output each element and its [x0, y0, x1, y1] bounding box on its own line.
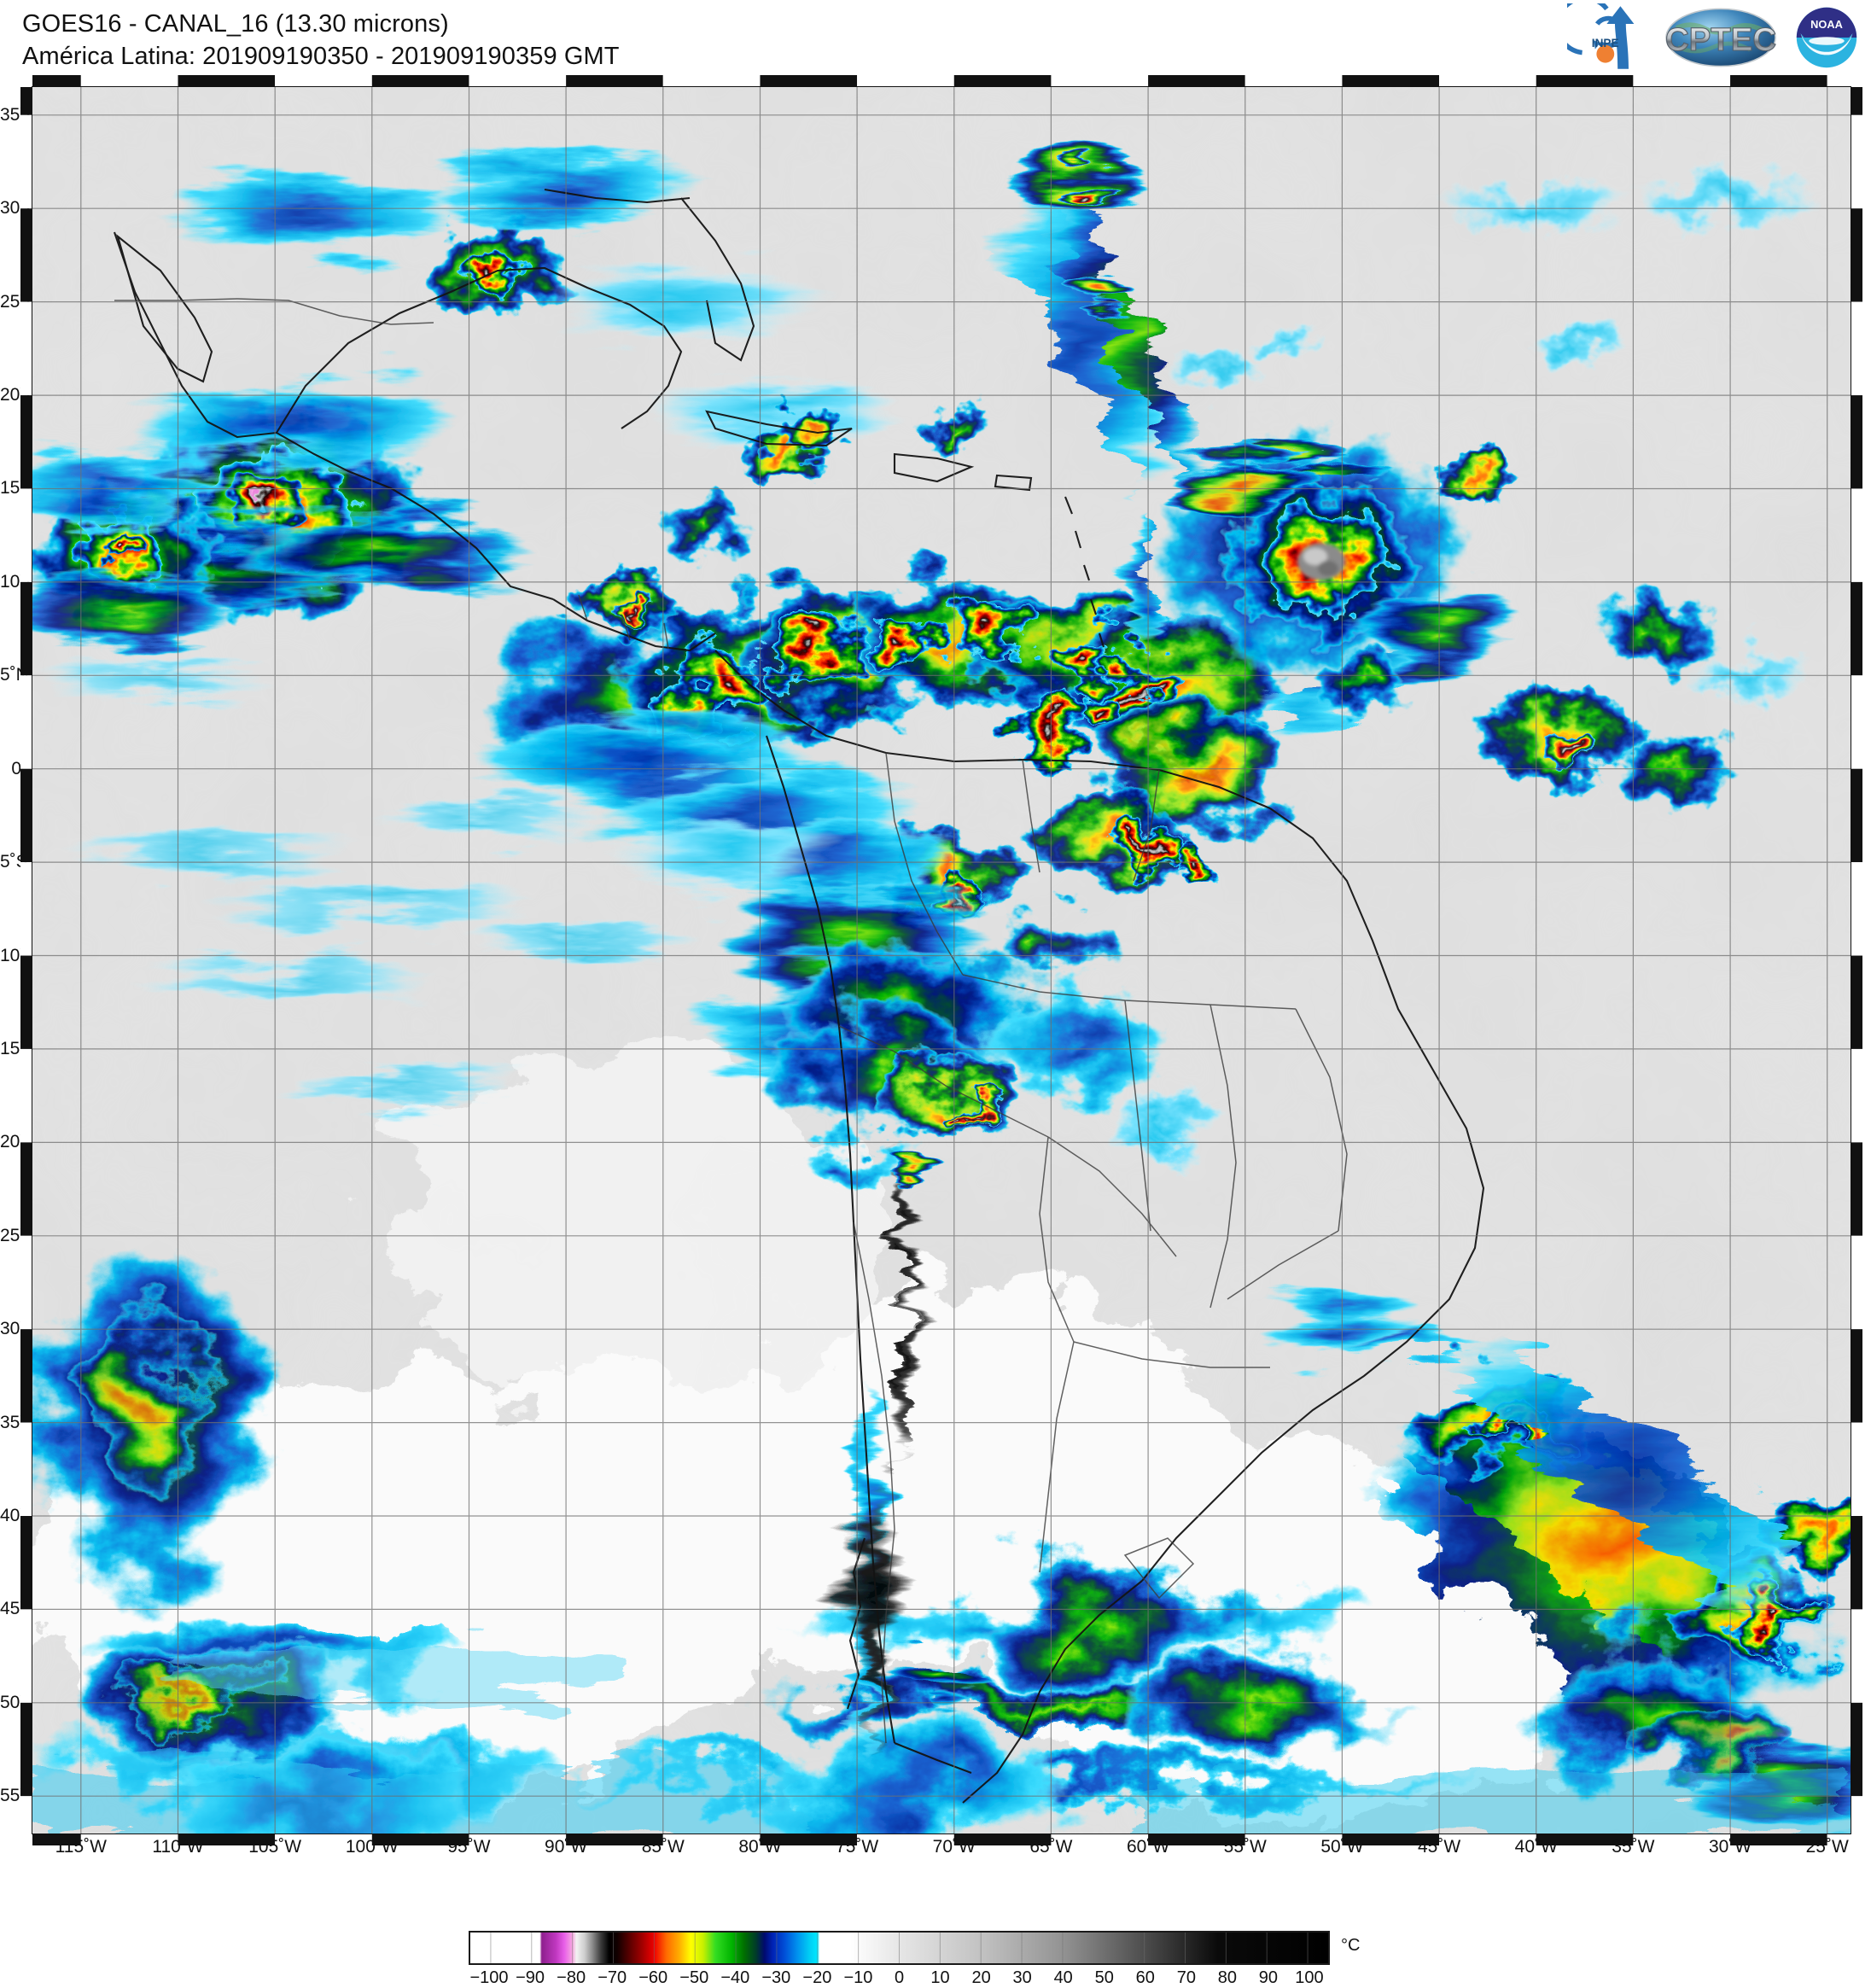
- lon-tick-label: 70˚W: [932, 1837, 976, 1857]
- lat-tick-label: 5˚S: [0, 852, 28, 872]
- lat-tick-label: 10˚N: [0, 571, 39, 592]
- lon-tick-label: 30˚W: [1708, 1837, 1752, 1857]
- satellite-map[interactable]: [20, 75, 1862, 1845]
- frame-ticks-left: [20, 87, 32, 1834]
- lon-tick-label: 85˚W: [641, 1837, 685, 1857]
- lat-tick-label: 20˚N: [0, 385, 39, 405]
- lon-tick-label: 100˚W: [345, 1837, 399, 1857]
- lon-tick-label: 65˚W: [1029, 1837, 1073, 1857]
- colorbar-tick-label: −80: [557, 1968, 586, 1987]
- lat-tick-label: 35˚S: [0, 1412, 38, 1432]
- colorbar-tick-label: −10: [843, 1968, 873, 1987]
- lat-tick-label: 25˚N: [0, 291, 39, 312]
- cptec-logo: CPTEC: [1664, 8, 1777, 67]
- colorbar-tick-label: 100: [1295, 1968, 1324, 1987]
- colorbar-tick-label: −90: [516, 1968, 545, 1987]
- lat-tick-label: 30˚N: [0, 198, 39, 219]
- lon-tick-label: 110˚W: [152, 1837, 204, 1857]
- lon-tick-label: 60˚W: [1127, 1837, 1170, 1857]
- lat-tick-label: 20˚S: [0, 1132, 38, 1152]
- lon-tick-label: 75˚W: [836, 1837, 879, 1857]
- graticule: [32, 87, 1851, 1834]
- lat-tick-label: 10˚S: [0, 945, 38, 965]
- lat-tick-label: 45˚S: [0, 1599, 38, 1619]
- colorbar-tick-label: 0: [894, 1968, 905, 1987]
- lat-tick-label: 0˚: [11, 758, 27, 778]
- page-header: GOES16 - CANAL_16 (13.30 microns) Améric…: [0, 0, 1871, 85]
- title-block: GOES16 - CANAL_16 (13.30 microns) Améric…: [22, 9, 620, 73]
- lat-tick-label: 15˚S: [0, 1038, 38, 1058]
- colorbar-tick-label: −30: [761, 1968, 791, 1987]
- lat-tick-label: 25˚S: [0, 1225, 38, 1245]
- colorbar-tick-label: 90: [1258, 1968, 1279, 1987]
- longitude-axis: 115˚W 110˚W 105˚W 100˚W 95˚W 90˚W 85˚W 80˚W 75˚W…: [32, 1837, 1851, 1866]
- map-canvas: [32, 87, 1851, 1834]
- lon-tick-label: 95˚W: [447, 1837, 491, 1857]
- colorbar-tick-label: 10: [930, 1968, 950, 1987]
- region-time-subtitle: América Latina: 201909190350 - 201909190…: [22, 42, 620, 70]
- colorbar-tick-label: −70: [597, 1968, 627, 1987]
- svg-text:CPTEC: CPTEC: [1665, 21, 1776, 58]
- lon-tick-label: 45˚W: [1417, 1837, 1461, 1857]
- svg-text:INPE: INPE: [1592, 37, 1619, 50]
- lat-tick-label: 50˚S: [0, 1692, 38, 1712]
- colorbar-tick-label: 80: [1217, 1968, 1237, 1987]
- colorbar-unit-label: °C: [1341, 1936, 1361, 1955]
- colorbar-tick-label: 30: [1012, 1968, 1032, 1987]
- product-title: GOES16 - CANAL_16 (13.30 microns): [22, 10, 449, 38]
- colorbar-tick-label: −40: [720, 1968, 750, 1987]
- colorbar-strip: [469, 1931, 1330, 1965]
- colorbar-tick-label: −100: [469, 1968, 509, 1987]
- frame-ticks-right: [1851, 87, 1862, 1834]
- lat-tick-label: 40˚S: [0, 1506, 38, 1525]
- inpe-logo: INPE: [1567, 3, 1635, 69]
- lon-tick-label: 90˚W: [545, 1837, 588, 1857]
- lon-tick-label: 55˚W: [1223, 1837, 1267, 1857]
- lat-tick-label: 5˚N: [0, 665, 29, 685]
- lon-tick-label: 115˚W: [55, 1837, 107, 1857]
- lon-tick-label: 25˚W: [1805, 1837, 1849, 1857]
- lat-tick-label: 30˚S: [0, 1319, 38, 1339]
- lat-tick-label: 15˚N: [0, 478, 39, 498]
- lon-tick-label: 80˚W: [738, 1837, 782, 1857]
- lon-tick-label: 35˚W: [1612, 1837, 1655, 1857]
- lon-tick-label: 50˚W: [1320, 1837, 1364, 1857]
- satellite-image: [32, 87, 1851, 1834]
- colorbar-tick-label: −60: [638, 1968, 668, 1987]
- lat-tick-label: 35˚N: [0, 104, 39, 125]
- colorbar-tick-label: 60: [1135, 1968, 1155, 1987]
- svg-text:NOAA: NOAA: [1810, 18, 1843, 31]
- colorbar-gradient: [470, 1933, 1328, 1963]
- colorbar-tick-label: −50: [679, 1968, 709, 1987]
- temperature-colorbar[interactable]: °C −100 −90 −80 −70 −60 −50 −40 −30 −20 −10 0 10 20 3…: [469, 1931, 1399, 1987]
- lon-tick-label: 40˚W: [1514, 1837, 1558, 1857]
- noaa-logo: NOAA: [1793, 4, 1860, 71]
- logo-strip: INPE CPTEC: [1567, 2, 1861, 73]
- colorbar-tick-label: 40: [1053, 1968, 1073, 1987]
- lon-tick-label: 105˚W: [248, 1837, 302, 1857]
- frame-ticks-bottom: [32, 1834, 1851, 1845]
- colorbar-tick-label: 70: [1176, 1968, 1196, 1987]
- lat-tick-label: 55˚S: [0, 1786, 38, 1806]
- colorbar-tick-label: 20: [971, 1968, 991, 1987]
- colorbar-tick-label: −20: [802, 1968, 832, 1987]
- colorbar-tick-label: 50: [1094, 1968, 1114, 1987]
